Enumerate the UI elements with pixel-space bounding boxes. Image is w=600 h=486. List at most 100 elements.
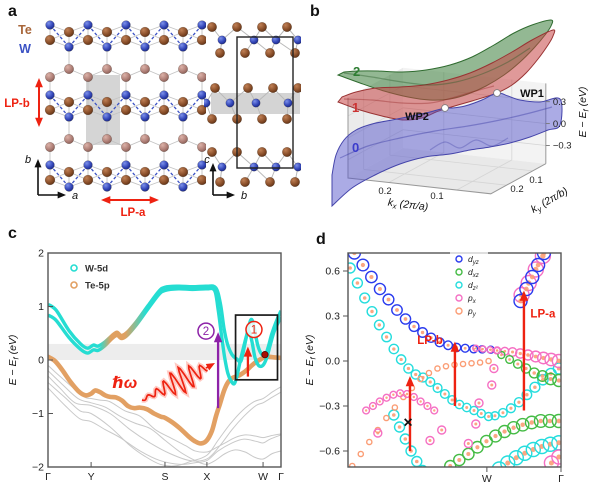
- math-pre: d: [468, 280, 473, 290]
- te-atom: [82, 104, 94, 116]
- band-point-d_xz: [453, 453, 466, 467]
- te-atom: [215, 177, 225, 187]
- legend-marker: [70, 281, 78, 289]
- band-point-d_yz: [469, 344, 479, 354]
- math-post: (2π/a): [396, 198, 429, 214]
- band-point-core: [525, 393, 529, 397]
- crystal-lattice-ab-view: [44, 20, 206, 213]
- math-sub: f: [11, 356, 20, 359]
- band-point-core: [493, 414, 497, 418]
- te-atom: [196, 104, 206, 116]
- band-point-d_z2: [432, 382, 443, 394]
- w-atom: [249, 35, 259, 45]
- band-point-d_yz: [536, 253, 552, 261]
- band-point-core: [524, 366, 528, 371]
- band-point-d_z2: [395, 354, 407, 365]
- band-point-d_z2: [359, 292, 371, 304]
- w-atom: [102, 182, 112, 192]
- band-point-core: [556, 440, 561, 446]
- band-point-d_xz: [470, 440, 484, 454]
- band-point-core: [487, 415, 491, 418]
- band-point-d_z2: [521, 389, 533, 401]
- band-point-d_z2: [439, 388, 450, 400]
- w-atom: [159, 20, 169, 30]
- w-atom: [121, 20, 131, 30]
- math-pre: p: [467, 306, 473, 316]
- te-atom: [197, 142, 206, 152]
- w-atom: [293, 35, 301, 45]
- lp-b-arrow: [35, 78, 43, 127]
- band-point-d_xz: [542, 413, 557, 429]
- band-point-core: [492, 367, 496, 370]
- weyl-state-dot: [261, 351, 269, 359]
- conduction-band-upper: [48, 284, 281, 364]
- legend-marker: [70, 264, 78, 272]
- band-point-d_z2: [500, 455, 516, 467]
- legend-label: Te-5p: [85, 281, 110, 292]
- math-sub: y: [472, 311, 477, 318]
- band-point-core: [369, 274, 374, 280]
- y-tick-label: 0: [38, 355, 44, 367]
- te-atom: [101, 26, 113, 38]
- band-point-d_yz: [391, 304, 403, 316]
- lp-a-label: LP-a: [121, 207, 147, 219]
- te-atom: [207, 114, 217, 124]
- band-point-core: [529, 274, 535, 280]
- lp-a-arrow: [101, 196, 159, 204]
- band-point-d_yz: [525, 269, 540, 285]
- math-sub: x: [391, 201, 397, 211]
- w-atom: [217, 162, 227, 172]
- panel-b: b 0.2 0.10.20.10.30.0−0.3kx (2π/a) ky (2π/…: [310, 3, 590, 216]
- legend-w-label: W: [19, 42, 31, 56]
- grid-line: [456, 159, 513, 191]
- band-point-core: [378, 400, 381, 403]
- legend-marker-dxz: [455, 268, 463, 276]
- band-point-p_x: [529, 350, 542, 363]
- band-point-core: [484, 439, 489, 444]
- band-point-core: [516, 362, 520, 366]
- band-point-d_z2: [505, 403, 517, 414]
- band-point-p_y: [383, 414, 390, 422]
- legend-marker-dyz: [455, 255, 463, 263]
- legend-te-label: Te: [18, 23, 32, 37]
- band-point-d_yz: [365, 270, 378, 284]
- math-sub: f: [308, 356, 317, 359]
- y-tick-label: 0.3: [325, 311, 340, 323]
- w-atom: [140, 182, 150, 192]
- band-point-core: [533, 385, 537, 390]
- math-sub: yz: [472, 259, 479, 266]
- te-atom: [121, 142, 131, 152]
- band-point-p_y: [468, 359, 475, 367]
- weyl-surface-plot: 0.2 0.10.20.10.30.0−0.3kx (2π/a) ky (2π/b)…: [331, 19, 590, 216]
- band-point-core: [386, 297, 391, 302]
- band-point-d_z2: [388, 343, 400, 355]
- w-atom: [178, 182, 188, 192]
- arrow-head: [149, 196, 159, 204]
- band-point-p_x: [486, 346, 494, 354]
- band-point-p_x: [430, 406, 439, 415]
- w-atom: [140, 112, 150, 122]
- band-point-d_z2: [498, 407, 508, 418]
- band-point-isolated: [489, 363, 499, 374]
- axis-b-arrow-left: [34, 159, 42, 195]
- band-point-d_z2: [491, 461, 507, 467]
- band-point-core: [419, 400, 422, 403]
- surface-fold-line: [429, 137, 509, 151]
- te-atom: [177, 166, 189, 178]
- te-atom: [102, 204, 111, 213]
- band-point-core: [556, 418, 561, 424]
- lp-b-transition-arrow: [450, 341, 460, 406]
- te-atom: [178, 204, 187, 213]
- w-atom: [197, 20, 206, 30]
- band-point-core: [538, 418, 544, 424]
- w-atom: [159, 90, 169, 100]
- band-point-isolated: [425, 435, 435, 446]
- band-point-d_yz: [417, 327, 428, 338]
- band-point-core: [479, 412, 483, 415]
- te-atom: [293, 83, 301, 93]
- te-atom: [158, 104, 170, 116]
- band-point-core: [448, 464, 453, 467]
- band-point-core: [511, 350, 515, 354]
